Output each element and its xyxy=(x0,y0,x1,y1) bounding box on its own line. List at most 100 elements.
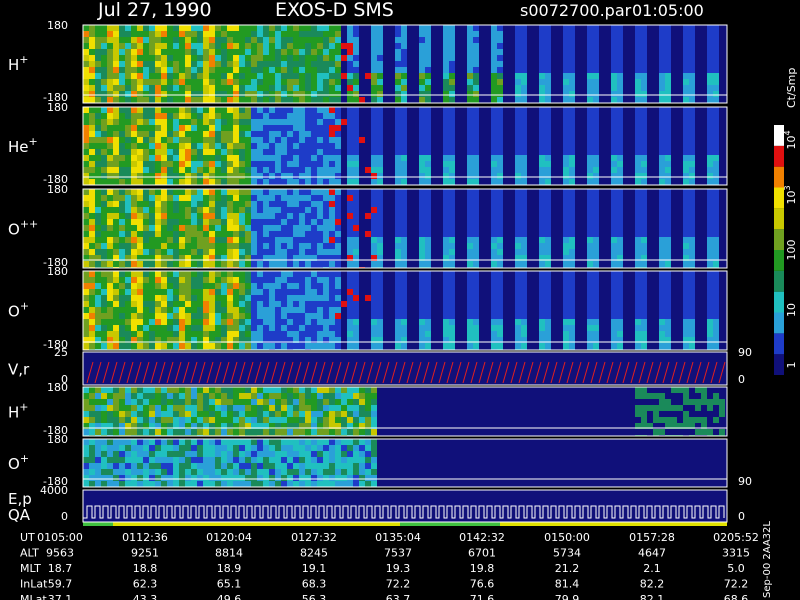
spectrogram-cell xyxy=(107,25,113,31)
spectrogram-cell xyxy=(425,173,431,179)
spectrogram-cell xyxy=(539,225,545,231)
spectrogram-cell xyxy=(587,131,593,137)
spectrogram-cell xyxy=(179,49,185,55)
spectrogram-cell xyxy=(173,149,179,155)
spectrogram-cell xyxy=(119,423,125,429)
spectrogram-cell xyxy=(143,61,149,67)
spectrogram-cell xyxy=(131,343,137,349)
spectrogram-cell xyxy=(617,55,623,61)
spectrogram-cell xyxy=(665,149,671,155)
spectrogram-cell xyxy=(395,301,401,307)
spectrogram-cell xyxy=(107,429,113,435)
spectrogram-cell xyxy=(161,319,167,325)
spectrogram-cell xyxy=(497,307,503,313)
spectrogram-cell xyxy=(347,167,353,173)
spectrogram-cell xyxy=(305,417,311,423)
spectrogram-cell xyxy=(449,73,455,79)
spectrogram-cell xyxy=(221,73,227,79)
spectrogram-cell xyxy=(143,249,149,255)
spectrogram-cell xyxy=(377,49,383,55)
spectrogram-cell xyxy=(215,25,221,31)
spectrogram-cell xyxy=(215,61,221,67)
spectrogram-cell xyxy=(197,283,203,289)
spectrogram-cell xyxy=(593,61,599,67)
spectrogram-cell xyxy=(545,219,551,225)
spectrogram-cell xyxy=(635,113,641,119)
spectrogram-cell xyxy=(635,337,641,343)
spectrogram-cell xyxy=(353,289,359,295)
spectrogram-cell xyxy=(287,295,293,301)
spectrogram-cell xyxy=(443,201,449,207)
spectrogram-cell xyxy=(191,289,197,295)
spectrogram-cell xyxy=(221,107,227,113)
spectrogram-cell xyxy=(101,173,107,179)
spectrogram-cell xyxy=(167,417,173,423)
spectrogram-cell xyxy=(251,97,257,103)
spectrogram-cell xyxy=(371,463,377,469)
spectrogram-cell xyxy=(227,49,233,55)
spectrogram-cell xyxy=(203,277,209,283)
spectrogram-cell xyxy=(203,189,209,195)
spectrogram-cell xyxy=(569,343,575,349)
spectrogram-cell xyxy=(689,331,695,337)
spectrogram-cell xyxy=(347,37,353,43)
spectrogram-cell xyxy=(131,25,137,31)
spectrogram-cell xyxy=(611,271,617,277)
spectrogram-cell xyxy=(179,307,185,313)
spectrogram-cell xyxy=(281,31,287,37)
spectrogram-cell xyxy=(347,43,353,49)
spectrogram-cell xyxy=(323,31,329,37)
spectrogram-cell xyxy=(119,337,125,343)
spectrogram-cell xyxy=(365,399,371,405)
spectrogram-cell xyxy=(317,423,323,429)
spectrogram-cell xyxy=(107,301,113,307)
spectrogram-cell xyxy=(353,231,359,237)
spectrogram-cell xyxy=(419,337,425,343)
spectrogram-cell xyxy=(587,25,593,31)
spectrogram-cell xyxy=(239,37,245,43)
spectrogram-cell xyxy=(617,343,623,349)
spectrogram-cell xyxy=(173,201,179,207)
spectrogram-cell xyxy=(683,179,689,185)
spectrogram-cell xyxy=(209,107,215,113)
spectrogram-cell xyxy=(101,277,107,283)
spectrogram-cell xyxy=(371,439,377,445)
spectrogram-cell xyxy=(305,107,311,113)
spectrogram-cell xyxy=(347,301,353,307)
spectrogram-cell xyxy=(143,173,149,179)
spectrogram-cell xyxy=(299,137,305,143)
spectrogram-cell xyxy=(83,179,89,185)
spectrogram-cell xyxy=(497,271,503,277)
spectrogram-cell xyxy=(89,179,95,185)
spectrogram-cell xyxy=(233,131,239,137)
spectrogram-cell xyxy=(539,325,545,331)
spectrogram-cell xyxy=(359,439,365,445)
spectrogram-cell xyxy=(341,387,347,393)
spectrogram-cell xyxy=(473,201,479,207)
spectrogram-cell xyxy=(563,85,569,91)
spectrogram-cell xyxy=(569,261,575,267)
spectrogram-cell xyxy=(167,439,173,445)
spectrogram-cell xyxy=(425,261,431,267)
spectrogram-cell xyxy=(287,399,293,405)
spectrogram-cell xyxy=(191,25,197,31)
spectrogram-cell xyxy=(191,31,197,37)
spectrogram-cell xyxy=(179,207,185,213)
spectrogram-cell xyxy=(185,213,191,219)
spectrogram-cell xyxy=(257,295,263,301)
spectrogram-cell xyxy=(155,113,161,119)
spectrogram-cell xyxy=(305,25,311,31)
spectrogram-cell xyxy=(125,481,131,487)
spectrogram-cell xyxy=(113,475,119,481)
spectrogram-cell xyxy=(125,277,131,283)
spectrogram-cell xyxy=(245,393,251,399)
spectrogram-cell xyxy=(569,85,575,91)
spectrogram-cell xyxy=(521,249,527,255)
spectrogram-cell xyxy=(281,67,287,73)
spectrogram-cell xyxy=(539,319,545,325)
spectrogram-cell xyxy=(617,237,623,243)
spectrogram-cell xyxy=(419,207,425,213)
spectrogram-cell xyxy=(83,107,89,113)
spectrogram-cell xyxy=(197,237,203,243)
spectrogram-cell xyxy=(197,325,203,331)
